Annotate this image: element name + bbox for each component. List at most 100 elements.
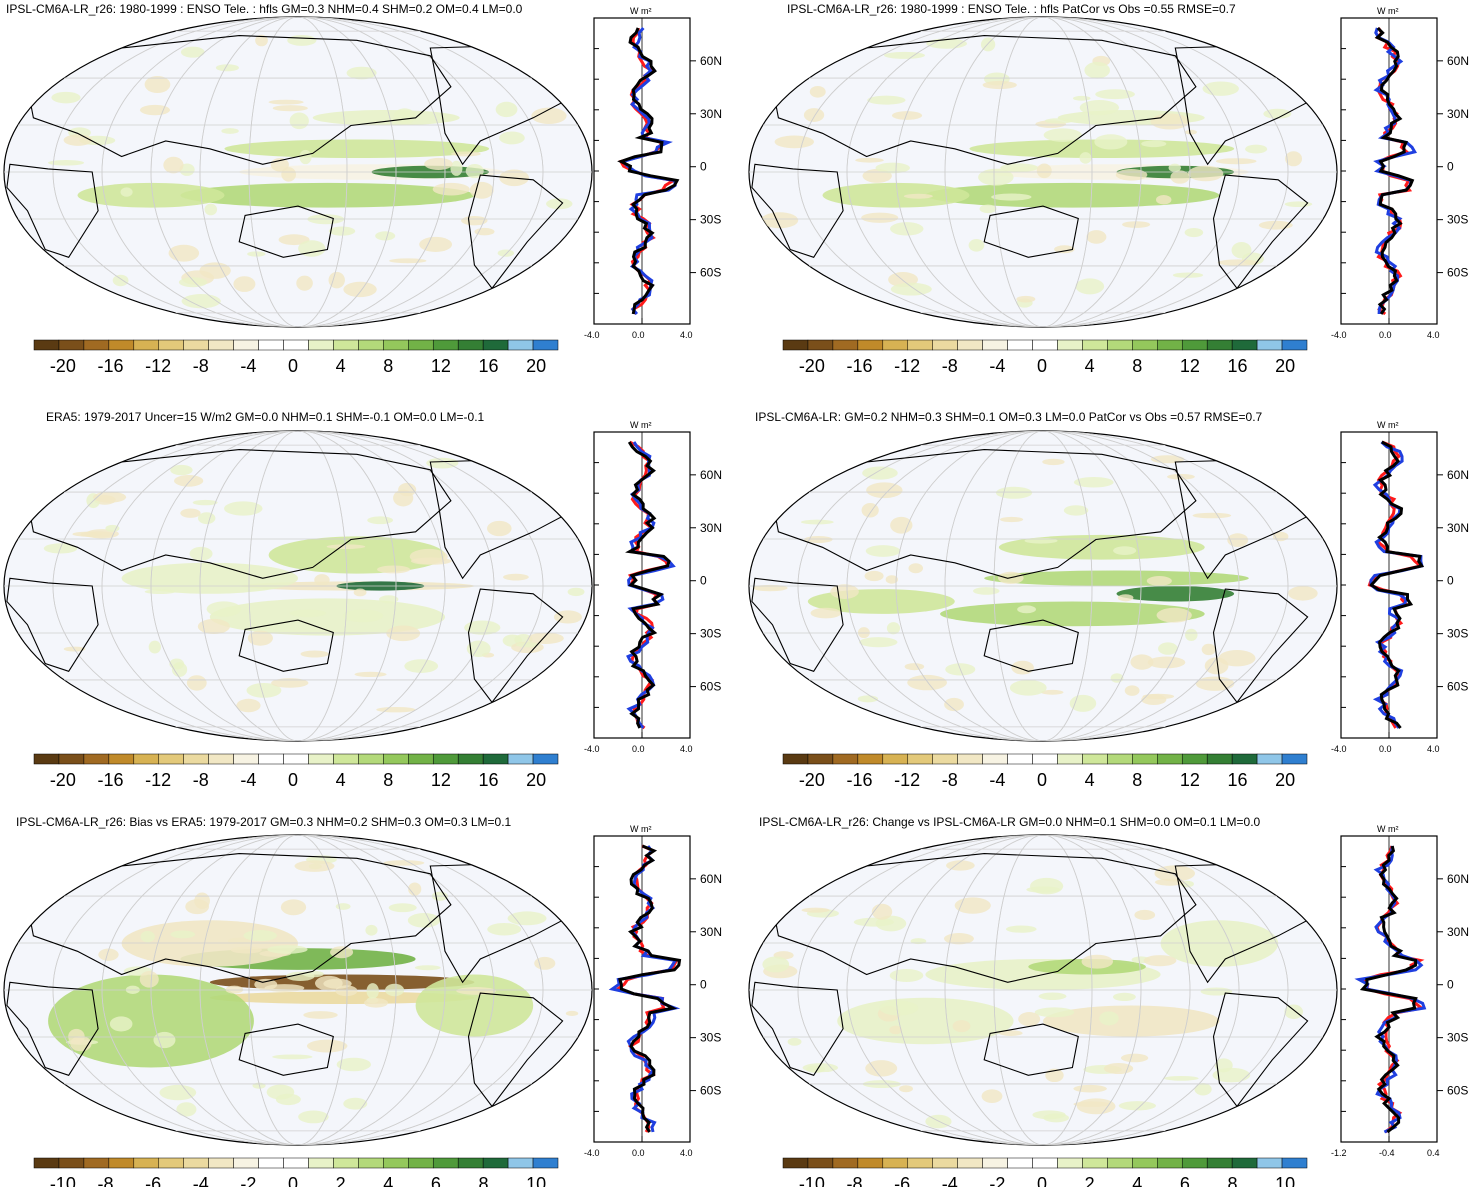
- anomaly-patch: [1103, 1062, 1134, 1075]
- anomaly-patch: [1143, 955, 1177, 967]
- anomaly-patch: [1124, 685, 1140, 696]
- colorbar-tick-label: -6: [894, 1174, 910, 1187]
- anomaly-patch: [375, 231, 396, 241]
- colorbar-tick-label: 20: [526, 770, 546, 790]
- colorbar-swatch: [383, 339, 409, 351]
- anomaly-patch: [379, 595, 399, 604]
- continent-outline: [771, 35, 1197, 165]
- map-content: [4, 17, 592, 327]
- anomaly-patch: [51, 91, 81, 104]
- anomaly-patch: [354, 671, 387, 678]
- colorbar-swatch: [358, 339, 384, 351]
- longitude-line: [895, 431, 1191, 741]
- anomaly-patch: [886, 622, 901, 635]
- colorbar-tick-label: -4: [942, 1174, 958, 1187]
- colorbar-tick-label: 8: [1132, 770, 1142, 790]
- colorbar-swatch: [432, 753, 459, 765]
- anomaly-patch: [409, 548, 448, 565]
- zonal-profile: W m² 60N 30N 0 30S 60S -4.0 0.0 4.0: [584, 824, 722, 1158]
- anomaly-patch: [925, 182, 1220, 208]
- anomaly-patch: [1288, 586, 1318, 601]
- colorbar-tick-label: -20: [799, 770, 825, 790]
- colorbar-swatch: [133, 339, 160, 351]
- colorbar-tick-label: 0: [1037, 356, 1047, 376]
- anomaly-patch: [1184, 129, 1197, 135]
- x-tick-label: 4.0: [680, 330, 693, 340]
- colorbar-swatch: [1157, 753, 1183, 765]
- latitude-tick-label: 60N: [1447, 54, 1469, 68]
- colorbar-tick-label: 8: [383, 770, 393, 790]
- colorbar-swatch: [133, 1157, 160, 1169]
- anomaly-patch: [1170, 170, 1190, 184]
- continent-outline: [6, 163, 99, 258]
- anomaly-patch: [314, 574, 330, 586]
- latitude-tick-label: 30N: [1447, 107, 1469, 121]
- profile-line-mean: [1374, 26, 1415, 315]
- longitude-line: [797, 431, 1289, 741]
- anomaly-patch: [903, 193, 933, 199]
- anomaly-patch: [215, 64, 239, 72]
- anomaly-patch: [1122, 221, 1151, 228]
- panel-bias: IPSL-CM6A-LR_r26: Bias vs ERA5: 1979-201…: [0, 800, 740, 1187]
- panel-figure: W m² 60N 30N 0 30S 60S -4.0 0.0 4.0 -10 -8 -6 -4 -2 0 2…: [3, 824, 722, 1187]
- anomaly-patch: [1112, 992, 1136, 1002]
- latitude-tick-label: 30S: [1447, 1031, 1468, 1045]
- colorbar-swatch: [457, 1157, 484, 1169]
- x-tick-label: 0.0: [632, 1148, 645, 1158]
- longitude-line: [993, 431, 1093, 741]
- anomaly-patch: [461, 215, 488, 226]
- colorbar-tick-label: 6: [431, 1174, 441, 1187]
- colorbar-swatch: [233, 1157, 259, 1169]
- anomaly-patch: [1017, 605, 1037, 614]
- anomaly-patch: [978, 168, 1014, 186]
- anomaly-patch: [1263, 108, 1292, 119]
- anomaly-patch: [181, 294, 221, 309]
- colorbar-swatch: [83, 753, 110, 765]
- colorbar-swatch: [782, 1157, 809, 1169]
- colorbar-swatch: [1132, 1157, 1158, 1169]
- longitude-line: [150, 17, 446, 327]
- anomaly-patch: [342, 609, 384, 623]
- anomaly-patch: [144, 76, 171, 94]
- colorbar-tick-label: 4: [383, 1174, 393, 1187]
- colorbar-swatch: [58, 1157, 85, 1169]
- anomaly-patch: [1041, 689, 1064, 695]
- anomaly-patch: [981, 1089, 1003, 1104]
- longitude-line: [52, 431, 544, 741]
- zonal-profile: W m² 60N 30N 0 30S 60S -4.0 0.0 4.0: [1331, 420, 1469, 754]
- anomaly-patch: [1187, 165, 1224, 182]
- world-map: [3, 430, 593, 742]
- anomaly-patch: [908, 563, 924, 574]
- anomaly-patch: [762, 956, 790, 973]
- anomaly-patch: [1118, 1101, 1156, 1111]
- colorbar: -20 -16 -12 -8 -4 0 4 8 12 16 20: [782, 753, 1308, 790]
- anomaly-patch: [389, 258, 427, 264]
- anomaly-patch: [272, 105, 308, 112]
- colorbar-swatch: [1256, 1157, 1283, 1169]
- anomaly-patch: [1146, 576, 1172, 586]
- anomaly-patch: [889, 969, 924, 983]
- anomaly-patch: [1130, 654, 1154, 670]
- colorbar-swatch: [807, 339, 834, 351]
- anomaly-patch: [865, 545, 901, 557]
- longitude-line: [944, 17, 1142, 327]
- colorbar-swatch: [457, 753, 484, 765]
- anomaly-patch: [343, 281, 377, 298]
- anomaly-patch: [889, 1025, 903, 1035]
- continent-outline: [26, 853, 452, 983]
- anomaly-patch: [497, 249, 515, 257]
- anomaly-patch: [139, 104, 171, 116]
- colorbar-swatch: [882, 339, 909, 351]
- anomaly-patch: [77, 182, 225, 208]
- colorbar-swatch: [957, 1157, 983, 1169]
- anomaly-patch: [999, 1030, 1023, 1036]
- colorbar-swatch: [1231, 753, 1258, 765]
- anomaly-patch: [1030, 877, 1064, 895]
- anomaly-patch: [180, 46, 205, 58]
- profile-line-mean: [1368, 440, 1425, 729]
- panel-change: IPSL-CM6A-LR_r26: Change vs IPSL-CM6A-LR…: [745, 800, 1483, 1187]
- anomaly-patch: [112, 274, 129, 287]
- colorbar-swatch: [1231, 1157, 1258, 1169]
- colorbar-swatch: [183, 753, 209, 765]
- colorbar-swatch: [1157, 1157, 1183, 1169]
